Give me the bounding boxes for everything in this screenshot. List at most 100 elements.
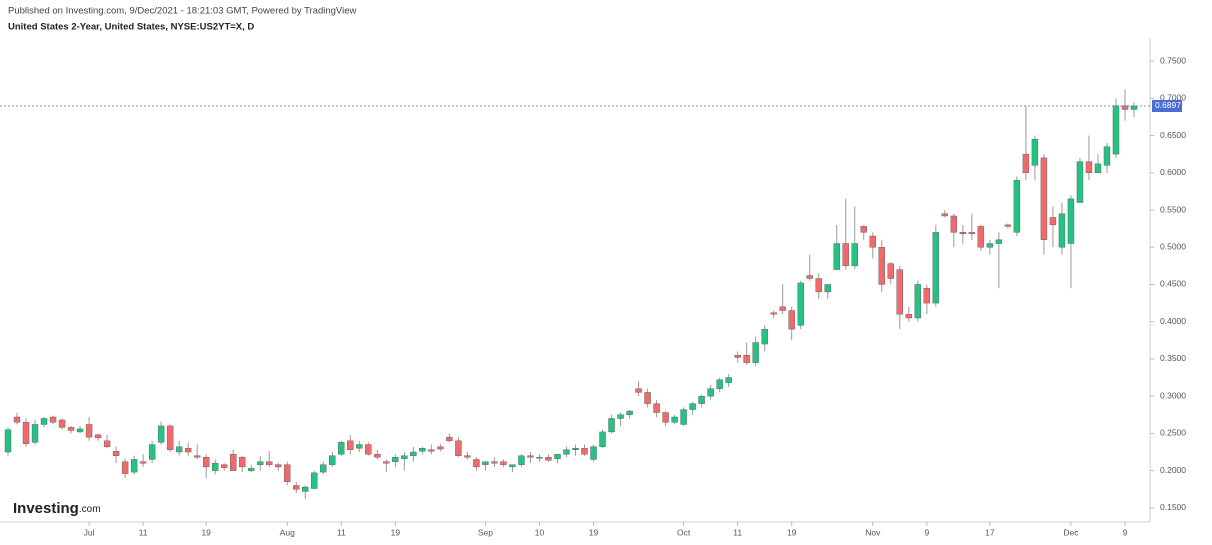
candle-body	[374, 454, 381, 458]
candle-body	[500, 461, 507, 465]
candle-body	[1094, 163, 1102, 173]
candle-body	[779, 306, 786, 311]
candle-body	[770, 312, 777, 315]
x-tick-label: 19	[201, 527, 211, 537]
candle-body	[698, 395, 705, 404]
candle-body	[266, 461, 273, 465]
x-tick-label: Nov	[865, 527, 881, 537]
candle-body	[67, 427, 75, 431]
candle-body	[824, 284, 831, 293]
candle-body	[365, 444, 372, 455]
candle-body	[518, 455, 525, 465]
candle-body	[401, 455, 408, 459]
candle-body	[1067, 198, 1075, 244]
x-tick-label: 9	[1123, 527, 1128, 537]
y-tick-label: 0.1500	[1160, 502, 1186, 512]
y-tick-label: 0.2000	[1160, 465, 1186, 475]
candle-body	[626, 410, 633, 415]
y-tick-label: 0.2500	[1160, 428, 1186, 438]
candle-body	[941, 213, 949, 217]
x-tick-label: 19	[787, 527, 797, 537]
candle-body	[680, 409, 687, 425]
candle-body	[4, 429, 12, 453]
candle-body	[157, 425, 165, 443]
candle-body	[13, 416, 21, 423]
x-tick-label: Jul	[84, 527, 95, 537]
y-tick-label: 0.6500	[1160, 130, 1186, 140]
candle-body	[229, 454, 237, 471]
x-tick-label: 17	[985, 527, 995, 537]
x-tick-label: Dec	[1063, 527, 1079, 537]
candle-body	[545, 457, 552, 461]
candle-body	[581, 448, 588, 455]
candle-body	[734, 355, 741, 358]
candle-body	[662, 412, 669, 423]
candle-body	[347, 440, 354, 450]
candle-body	[869, 235, 876, 248]
candle-body	[914, 284, 922, 319]
x-tick-label: 19	[391, 527, 401, 537]
candle-body	[293, 485, 300, 490]
candle-body	[572, 448, 579, 450]
candle-body	[644, 392, 651, 404]
candle-body	[1040, 157, 1048, 240]
candle-body	[130, 459, 138, 473]
candle-body	[842, 243, 849, 267]
candle-body	[482, 461, 489, 465]
candle-body	[220, 464, 228, 468]
candle-body	[599, 431, 606, 447]
y-tick-label: 0.5000	[1160, 241, 1186, 251]
candle-body	[563, 449, 570, 455]
candle-body	[248, 468, 255, 471]
candle-body	[536, 457, 543, 459]
candle-body	[49, 416, 57, 423]
candle-body	[995, 239, 1003, 244]
watermark-text: Investing	[13, 500, 79, 517]
candle-body	[184, 448, 192, 453]
candle-body	[887, 263, 894, 279]
candle-body	[725, 377, 732, 383]
candle-body	[112, 451, 120, 456]
candle-body	[671, 416, 678, 423]
candle-body	[752, 342, 759, 363]
candle-body	[40, 418, 48, 425]
candle-body	[76, 428, 84, 433]
candle-body	[743, 355, 750, 363]
candle-body	[239, 457, 246, 468]
candle-body	[94, 434, 102, 439]
candle-body	[211, 462, 219, 471]
candle-body	[986, 243, 994, 248]
candle-body	[338, 442, 345, 455]
candle-body	[689, 403, 696, 410]
candle-body	[320, 464, 327, 473]
candle-body	[968, 232, 976, 235]
candle-body	[139, 461, 147, 464]
candle-body	[635, 388, 642, 393]
x-tick-label: 11	[139, 527, 148, 537]
candle-body	[275, 464, 282, 468]
candle-body	[860, 226, 867, 233]
x-tick-label: Sep	[478, 527, 493, 537]
candle-body	[1004, 224, 1012, 227]
y-tick-label: 0.3000	[1160, 390, 1186, 400]
y-tick-label: 0.7000	[1160, 93, 1186, 103]
candle-body	[455, 440, 462, 456]
x-tick-label: Oct	[677, 527, 691, 537]
candle-body	[148, 444, 156, 460]
candle-body	[959, 232, 967, 235]
candle-body	[175, 446, 183, 453]
candle-body	[1058, 213, 1066, 248]
x-tick-label: Aug	[280, 527, 295, 537]
candle-body	[878, 247, 885, 285]
candle-body	[716, 379, 723, 389]
y-tick-label: 0.4000	[1160, 316, 1186, 326]
candle-body	[617, 414, 624, 419]
y-tick-label: 0.6000	[1160, 167, 1186, 177]
candle-body	[1103, 146, 1111, 166]
candle-body	[554, 454, 561, 459]
candle-body	[896, 269, 903, 315]
x-tick-label: 10	[535, 527, 545, 537]
candle-body	[932, 232, 940, 304]
candle-body	[491, 461, 498, 464]
